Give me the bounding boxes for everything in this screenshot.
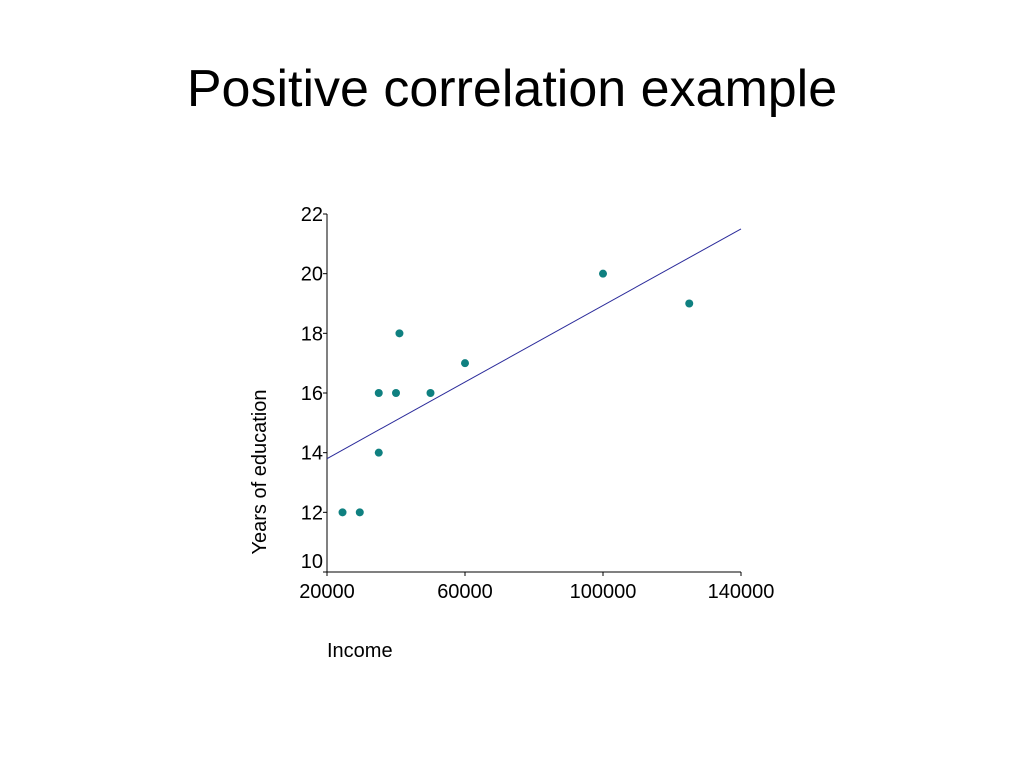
y-axis-label: Years of education [249,390,271,555]
data-point [374,389,383,397]
x-axis-label: Income [327,640,393,662]
y-tick-label: 18 [301,323,323,345]
x-tick-label: 20000 [299,581,355,603]
data-point [426,389,435,397]
axis-labels: Income Years of education [249,390,393,662]
trendline-group [326,228,742,460]
data-point [395,329,404,338]
data-points [338,269,694,517]
data-point [338,508,347,517]
y-tick-label: 12 [301,502,323,524]
data-point [599,269,607,278]
data-point [374,448,383,457]
y-tick-label: 20 [301,264,323,286]
x-tick-label: 60000 [437,581,493,603]
y-tick-label: 14 [301,443,323,465]
slide-title: Positive correlation example [186,60,838,118]
x-tick-label: 100000 [570,581,637,603]
x-ticks: 20000 60000 100000 140000 [299,572,774,603]
y-tick-label: 10 [301,551,323,573]
y-tick-label: 22 [301,204,323,226]
data-point [392,389,400,397]
data-point [461,359,469,368]
axes [326,214,741,573]
trendline [326,228,742,460]
x-tick-label: 140000 [708,581,775,603]
data-point [685,299,694,308]
y-ticks: 10 12 14 16 18 20 22 [301,204,327,573]
y-tick-label: 16 [301,383,323,405]
data-point [355,508,364,517]
